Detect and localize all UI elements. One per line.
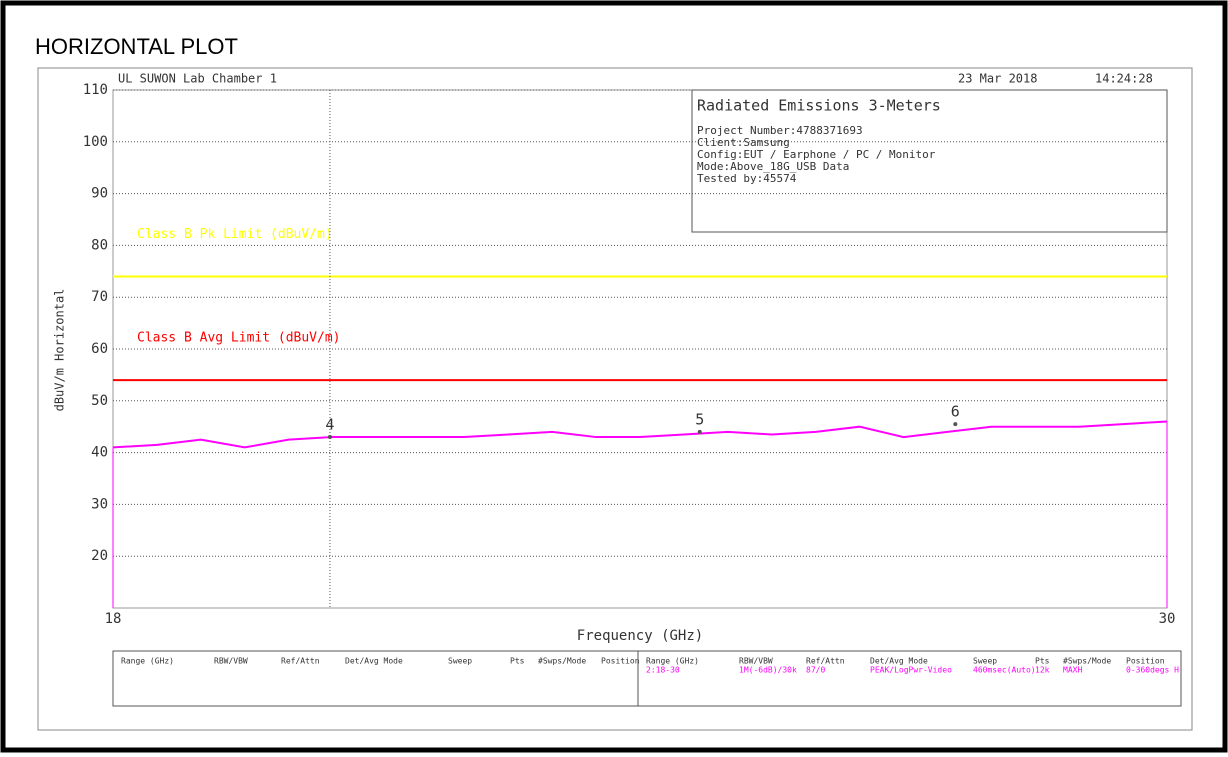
info-line: Client:Samsung — [697, 136, 790, 149]
table-value: 12k — [1035, 666, 1050, 675]
table-header: Pts — [510, 657, 525, 666]
table-header: Ref/Attn — [806, 657, 845, 666]
limit-label: Class B Avg Limit (dBuV/m) — [137, 331, 341, 346]
info-title: Radiated Emissions 3-Meters — [697, 97, 941, 115]
y-tick-label: 20 — [91, 548, 108, 564]
table-header: Det/Avg Mode — [870, 657, 928, 666]
marker-label: 6 — [951, 403, 960, 421]
marker — [697, 429, 702, 434]
table-value: 0-360degs H — [1126, 666, 1179, 675]
info-box — [691, 89, 1168, 233]
y-tick-label: 40 — [91, 445, 108, 461]
limit-label: Class B Pk Limit (dBuV/m) — [137, 227, 333, 242]
table-header: #Swps/Mode — [1063, 657, 1111, 666]
trace — [112, 420, 1168, 449]
marker — [953, 422, 958, 427]
marker — [327, 435, 332, 440]
table-header: Range (GHz) — [646, 657, 699, 666]
y-tick-label: 110 — [83, 82, 108, 98]
table-value: MAXH — [1063, 666, 1082, 675]
table-value: 1M(-6dB)/30k — [739, 666, 797, 675]
frame — [37, 67, 1193, 731]
time: 14:24:28 — [1095, 72, 1153, 86]
table-header: Position — [1126, 657, 1165, 666]
table-value: 87/0 — [806, 666, 825, 675]
table-value: 460msec(Auto) — [973, 666, 1036, 675]
info-line: Mode:Above_18G_USB Data — [697, 160, 849, 173]
info-line: Tested by:45574 — [697, 172, 797, 185]
marker-label: 4 — [325, 416, 334, 434]
x-axis-label: Frequency (GHz) — [577, 628, 703, 644]
info-line: Project Number:4788371693 — [697, 124, 863, 137]
y-tick-label: 100 — [83, 134, 108, 150]
y-tick-label: 90 — [91, 186, 108, 202]
table-header: Det/Avg Mode — [345, 657, 403, 666]
lab: UL SUWON Lab Chamber 1 — [118, 72, 277, 86]
table-header: Range (GHz) — [121, 657, 174, 666]
x-tick-label: 30 — [1159, 611, 1176, 627]
table-value: 2:18-30 — [646, 666, 680, 675]
page-title: HORIZONTAL PLOT — [35, 34, 238, 59]
date: 23 Mar 2018 — [958, 72, 1037, 86]
y-tick-label: 80 — [91, 237, 108, 253]
y-tick-label: 60 — [91, 341, 108, 357]
y-tick-label: 50 — [91, 393, 108, 409]
table-value: PEAK/LogPwr-Video — [870, 666, 952, 675]
table-header: Sweep — [448, 657, 472, 666]
table-header: RBW/VBW — [739, 657, 773, 666]
table-header: Sweep — [973, 657, 997, 666]
table-header: Pts — [1035, 657, 1050, 666]
x-tick-label: 18 — [105, 611, 122, 627]
y-tick-label: 30 — [91, 496, 108, 512]
table-header: #Swps/Mode — [538, 657, 586, 666]
y-tick-label: 70 — [91, 289, 108, 305]
table-header: Ref/Attn — [281, 657, 320, 666]
info-line: Config:EUT / Earphone / PC / Monitor — [697, 148, 936, 161]
table-header: Position — [601, 657, 640, 666]
settings-table — [112, 650, 1182, 707]
y-axis-label: dBuV/m Horizontal — [53, 289, 67, 412]
marker-label: 5 — [695, 410, 704, 428]
table-header: RBW/VBW — [214, 657, 248, 666]
